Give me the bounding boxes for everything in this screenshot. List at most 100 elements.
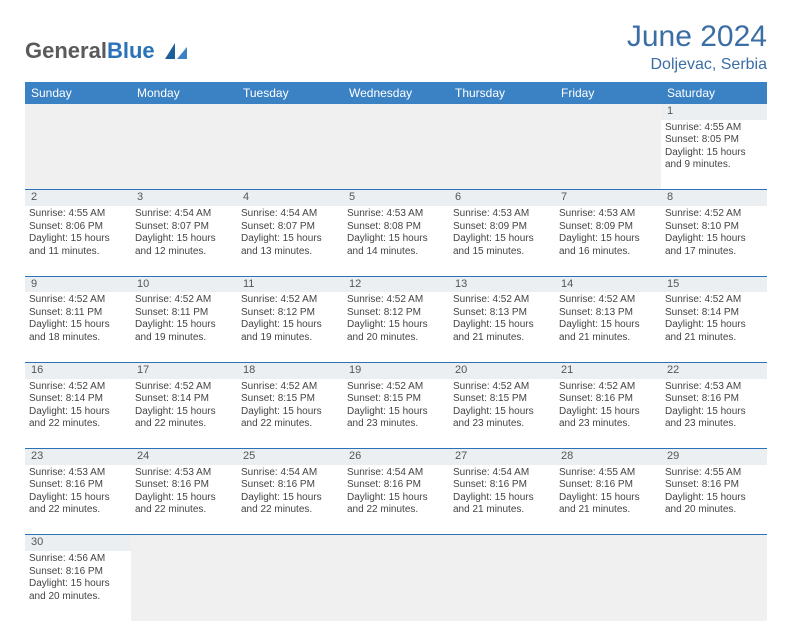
sunset-text: Sunset: 8:08 PM (347, 221, 445, 234)
daylight-text: Daylight: 15 hours (453, 492, 551, 505)
daylight-text-2: and 21 minutes. (665, 332, 763, 345)
daylight-text-2: and 21 minutes. (559, 332, 657, 345)
sunrise-text: Sunrise: 4:56 AM (29, 553, 127, 566)
sunrise-text: Sunrise: 4:52 AM (347, 294, 445, 307)
sunrise-text: Sunrise: 4:52 AM (453, 381, 551, 394)
daylight-text-2: and 9 minutes. (665, 159, 763, 172)
day-cell: Sunrise: 4:53 AMSunset: 8:09 PMDaylight:… (555, 206, 661, 276)
sunset-text: Sunset: 8:14 PM (135, 393, 233, 406)
sunset-text: Sunset: 8:13 PM (453, 307, 551, 320)
weekday-header: Thursday (449, 82, 555, 104)
empty-cell (555, 120, 661, 190)
day-number: 10 (131, 276, 237, 292)
sunrise-text: Sunrise: 4:52 AM (559, 381, 657, 394)
sunrise-text: Sunrise: 4:52 AM (135, 294, 233, 307)
daylight-text: Daylight: 15 hours (241, 233, 339, 246)
day-number: 14 (555, 276, 661, 292)
daylight-text: Daylight: 15 hours (347, 233, 445, 246)
header: GeneralBlue June 2024 Doljevac, Serbia (25, 20, 767, 74)
day-cell: Sunrise: 4:55 AMSunset: 8:05 PMDaylight:… (661, 120, 767, 190)
day-cell: Sunrise: 4:53 AMSunset: 8:16 PMDaylight:… (25, 465, 131, 535)
day-cell: Sunrise: 4:54 AMSunset: 8:07 PMDaylight:… (131, 206, 237, 276)
sunset-text: Sunset: 8:06 PM (29, 221, 127, 234)
sunrise-text: Sunrise: 4:55 AM (29, 208, 127, 221)
daynum-row: 1 (25, 104, 767, 120)
weekday-header: Sunday (25, 82, 131, 104)
sunset-text: Sunset: 8:16 PM (29, 566, 127, 579)
day-number: 6 (449, 190, 555, 206)
daylight-text: Daylight: 15 hours (29, 406, 127, 419)
day-number: 30 (25, 535, 131, 551)
day-number: 11 (237, 276, 343, 292)
daylight-text-2: and 23 minutes. (559, 418, 657, 431)
daylight-text-2: and 22 minutes. (241, 504, 339, 517)
day-number: 27 (449, 449, 555, 465)
daylight-text: Daylight: 15 hours (665, 147, 763, 160)
week-row: Sunrise: 4:52 AMSunset: 8:14 PMDaylight:… (25, 379, 767, 449)
daylight-text: Daylight: 15 hours (347, 319, 445, 332)
day-cell: Sunrise: 4:52 AMSunset: 8:14 PMDaylight:… (661, 292, 767, 362)
day-cell: Sunrise: 4:54 AMSunset: 8:16 PMDaylight:… (343, 465, 449, 535)
day-number: 4 (237, 190, 343, 206)
day-cell: Sunrise: 4:52 AMSunset: 8:12 PMDaylight:… (237, 292, 343, 362)
sunset-text: Sunset: 8:11 PM (29, 307, 127, 320)
day-number: 13 (449, 276, 555, 292)
daylight-text-2: and 20 minutes. (665, 504, 763, 517)
daylight-text: Daylight: 15 hours (241, 406, 339, 419)
day-number: 1 (661, 104, 767, 120)
empty-cell (237, 120, 343, 190)
empty-cell (343, 120, 449, 190)
daynum-row: 30 (25, 535, 767, 551)
sunset-text: Sunset: 8:14 PM (29, 393, 127, 406)
empty-cell (449, 535, 555, 551)
daylight-text: Daylight: 15 hours (665, 319, 763, 332)
daylight-text-2: and 21 minutes. (559, 504, 657, 517)
sunrise-text: Sunrise: 4:55 AM (665, 122, 763, 135)
day-cell: Sunrise: 4:55 AMSunset: 8:06 PMDaylight:… (25, 206, 131, 276)
daylight-text-2: and 22 minutes. (241, 418, 339, 431)
daylight-text: Daylight: 15 hours (665, 406, 763, 419)
empty-cell (555, 535, 661, 551)
day-cell: Sunrise: 4:52 AMSunset: 8:14 PMDaylight:… (25, 379, 131, 449)
sunrise-text: Sunrise: 4:52 AM (665, 294, 763, 307)
sunrise-text: Sunrise: 4:54 AM (453, 467, 551, 480)
day-cell: Sunrise: 4:52 AMSunset: 8:15 PMDaylight:… (237, 379, 343, 449)
day-number: 29 (661, 449, 767, 465)
sunset-text: Sunset: 8:15 PM (241, 393, 339, 406)
sunset-text: Sunset: 8:16 PM (135, 479, 233, 492)
sunrise-text: Sunrise: 4:52 AM (29, 381, 127, 394)
daylight-text-2: and 16 minutes. (559, 246, 657, 259)
daylight-text-2: and 22 minutes. (29, 504, 127, 517)
empty-cell (237, 104, 343, 120)
daylight-text-2: and 19 minutes. (135, 332, 233, 345)
sunrise-text: Sunrise: 4:53 AM (347, 208, 445, 221)
sunset-text: Sunset: 8:13 PM (559, 307, 657, 320)
day-cell: Sunrise: 4:52 AMSunset: 8:14 PMDaylight:… (131, 379, 237, 449)
sunrise-text: Sunrise: 4:52 AM (29, 294, 127, 307)
daylight-text: Daylight: 15 hours (241, 492, 339, 505)
weekday-header: Wednesday (343, 82, 449, 104)
day-number: 15 (661, 276, 767, 292)
empty-cell (237, 551, 343, 621)
daylight-text-2: and 20 minutes. (29, 591, 127, 604)
daylight-text: Daylight: 15 hours (559, 492, 657, 505)
empty-cell (449, 120, 555, 190)
sunset-text: Sunset: 8:14 PM (665, 307, 763, 320)
empty-cell (449, 551, 555, 621)
sunrise-text: Sunrise: 4:53 AM (29, 467, 127, 480)
empty-cell (25, 104, 131, 120)
daylight-text: Daylight: 15 hours (453, 319, 551, 332)
day-cell: Sunrise: 4:52 AMSunset: 8:12 PMDaylight:… (343, 292, 449, 362)
empty-cell (25, 120, 131, 190)
logo: GeneralBlue (25, 38, 189, 66)
sunrise-text: Sunrise: 4:52 AM (559, 294, 657, 307)
sunrise-text: Sunrise: 4:53 AM (135, 467, 233, 480)
sunrise-text: Sunrise: 4:52 AM (453, 294, 551, 307)
sunset-text: Sunset: 8:12 PM (347, 307, 445, 320)
empty-cell (343, 104, 449, 120)
daylight-text: Daylight: 15 hours (347, 492, 445, 505)
weekday-header: Saturday (661, 82, 767, 104)
sunset-text: Sunset: 8:07 PM (241, 221, 339, 234)
logo-text-blue: Blue (107, 38, 155, 63)
sunrise-text: Sunrise: 4:52 AM (241, 381, 339, 394)
